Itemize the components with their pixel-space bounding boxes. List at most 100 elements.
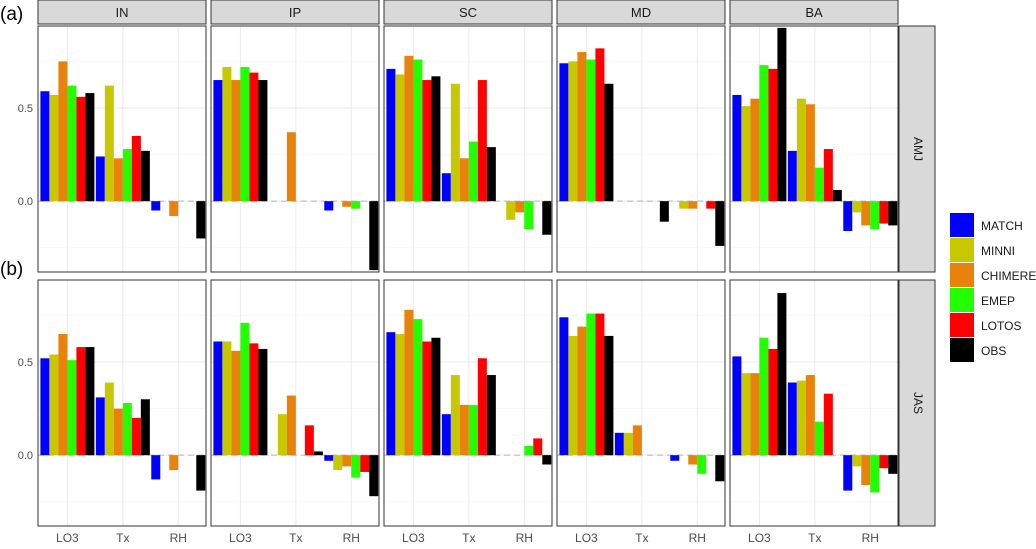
bar-amj-md-lo3-chimere bbox=[577, 52, 587, 202]
bar-amj-ba-lo3-emep bbox=[759, 65, 769, 202]
bar-amj-ip-lo3-match bbox=[213, 80, 223, 202]
bar-jas-sc-lo3-obs bbox=[431, 337, 441, 456]
bar-jas-md-rh-obs bbox=[715, 455, 725, 482]
bar-amj-ba-lo3-match bbox=[732, 94, 742, 202]
bar-amj-sc-lo3-match bbox=[386, 68, 396, 202]
bar-jas-ba-rh-chimere bbox=[861, 455, 871, 485]
bar-jas-in-tx-match bbox=[95, 397, 105, 456]
bar-amj-sc-rh-obs bbox=[542, 201, 552, 235]
bar-amj-ba-lo3-chimere bbox=[750, 98, 760, 202]
bar-jas-sc-lo3-emep bbox=[413, 319, 423, 456]
bar-amj-ba-rh-minni bbox=[852, 201, 862, 213]
bar-jas-ip-tx-chimere bbox=[286, 395, 296, 456]
panel-border bbox=[383, 25, 553, 273]
bar-amj-sc-rh-emep bbox=[524, 201, 534, 230]
bar-amj-in-tx-emep bbox=[122, 149, 132, 202]
bar-amj-in-lo3-emep bbox=[67, 85, 77, 202]
panel-border bbox=[556, 25, 726, 273]
bar-jas-ba-tx-minni bbox=[796, 380, 806, 456]
bar-amj-md-rh-obs bbox=[715, 201, 725, 246]
bar-jas-md-lo3-obs bbox=[604, 335, 614, 456]
bar-jas-in-rh-match bbox=[151, 455, 161, 480]
bar-amj-in-lo3-chimere bbox=[58, 61, 68, 202]
bar-amj-ba-rh-obs bbox=[888, 201, 898, 226]
bar-jas-ip-rh-minni bbox=[333, 455, 343, 471]
bar-amj-md-lo3-lotos bbox=[595, 48, 605, 202]
bar-amj-sc-tx-emep bbox=[468, 141, 478, 202]
panel-border bbox=[729, 25, 899, 273]
bar-jas-sc-tx-minni bbox=[450, 375, 460, 456]
bar-amj-in-lo3-obs bbox=[85, 93, 95, 202]
bar-jas-md-lo3-minni bbox=[568, 335, 578, 456]
bar-amj-in-rh-match bbox=[151, 201, 161, 211]
x-tick-label: RH bbox=[689, 531, 706, 545]
bar-jas-in-rh-obs bbox=[196, 455, 206, 491]
x-tick-label: LO3 bbox=[575, 531, 598, 545]
y-tick-label: 0.5 bbox=[18, 103, 33, 115]
bar-jas-md-tx-match bbox=[614, 432, 624, 456]
bar-amj-md-tx-obs bbox=[659, 201, 669, 222]
panel-border bbox=[210, 25, 380, 273]
bar-jas-sc-rh-lotos bbox=[533, 438, 543, 456]
panel-border bbox=[210, 279, 380, 527]
legend-label: LOTOS bbox=[981, 319, 1021, 333]
bar-amj-sc-lo3-emep bbox=[413, 59, 423, 202]
legend-key-chimere bbox=[950, 263, 974, 287]
facet-strip-label: IN bbox=[116, 5, 129, 20]
bar-amj-sc-tx-chimere bbox=[459, 158, 469, 202]
x-tick-label: LO3 bbox=[402, 531, 425, 545]
bar-jas-ip-rh-lotos bbox=[360, 455, 370, 472]
bar-amj-sc-tx-obs bbox=[486, 147, 496, 202]
facet-strip-md bbox=[556, 0, 726, 25]
bar-jas-in-tx-lotos bbox=[131, 417, 141, 456]
legend-label: CHIMERE bbox=[981, 269, 1036, 283]
bar-jas-sc-lo3-lotos bbox=[422, 341, 432, 456]
bar-jas-sc-rh-emep bbox=[524, 445, 534, 456]
bar-amj-ip-rh-match bbox=[324, 201, 334, 211]
bar-jas-ba-rh-match bbox=[843, 455, 853, 491]
bar-jas-ip-rh-emep bbox=[351, 455, 361, 478]
legend-label: MATCH bbox=[981, 219, 1023, 233]
bar-jas-ba-rh-minni bbox=[852, 455, 862, 467]
bar-amj-md-rh-minni bbox=[679, 201, 689, 209]
facet-strip-label: IP bbox=[289, 5, 301, 20]
bar-jas-in-lo3-emep bbox=[67, 360, 77, 456]
bar-amj-ba-rh-chimere bbox=[861, 201, 871, 226]
bar-amj-ba-rh-match bbox=[843, 201, 853, 231]
legend-key-match bbox=[950, 213, 974, 237]
bar-jas-ba-tx-match bbox=[787, 382, 797, 456]
bar-amj-ba-tx-minni bbox=[796, 98, 806, 202]
x-tick-label: RH bbox=[862, 531, 879, 545]
bar-amj-ip-rh-chimere bbox=[342, 201, 352, 207]
bar-jas-ip-tx-lotos bbox=[304, 425, 314, 456]
bar-amj-ip-tx-chimere bbox=[286, 132, 296, 202]
legend-key-emep bbox=[950, 288, 974, 312]
bar-jas-in-lo3-minni bbox=[49, 354, 59, 456]
facet-strip-label: BA bbox=[805, 5, 823, 20]
bar-jas-ba-rh-lotos bbox=[879, 455, 889, 469]
panel-border bbox=[37, 25, 207, 273]
y-tick-label: 0.0 bbox=[18, 450, 33, 462]
bar-amj-in-tx-obs bbox=[140, 150, 150, 202]
bar-jas-ba-lo3-minni bbox=[741, 373, 751, 456]
bar-jas-ip-lo3-lotos bbox=[249, 343, 259, 456]
bar-amj-ip-rh-obs bbox=[369, 201, 379, 271]
bar-amj-ba-tx-match bbox=[787, 150, 797, 202]
x-tick-label: RH bbox=[343, 531, 360, 545]
bar-amj-sc-lo3-minni bbox=[395, 74, 405, 202]
bar-amj-in-lo3-minni bbox=[49, 94, 59, 202]
bar-jas-sc-tx-chimere bbox=[459, 404, 469, 456]
bar-amj-ba-tx-emep bbox=[814, 167, 824, 202]
bar-amj-sc-lo3-chimere bbox=[404, 55, 414, 202]
panel-border bbox=[729, 279, 899, 527]
panel-label-b: (b) bbox=[0, 259, 23, 280]
bar-jas-ba-rh-emep bbox=[870, 455, 880, 493]
bar-amj-in-lo3-lotos bbox=[76, 96, 86, 202]
legend-key-obs bbox=[950, 338, 974, 362]
row-strip-label: JAS bbox=[911, 392, 925, 414]
panel-label-a: (a) bbox=[0, 4, 23, 25]
bar-jas-sc-lo3-chimere bbox=[404, 309, 414, 456]
bar-jas-sc-lo3-match bbox=[386, 332, 396, 456]
bar-jas-in-lo3-chimere bbox=[58, 334, 68, 456]
